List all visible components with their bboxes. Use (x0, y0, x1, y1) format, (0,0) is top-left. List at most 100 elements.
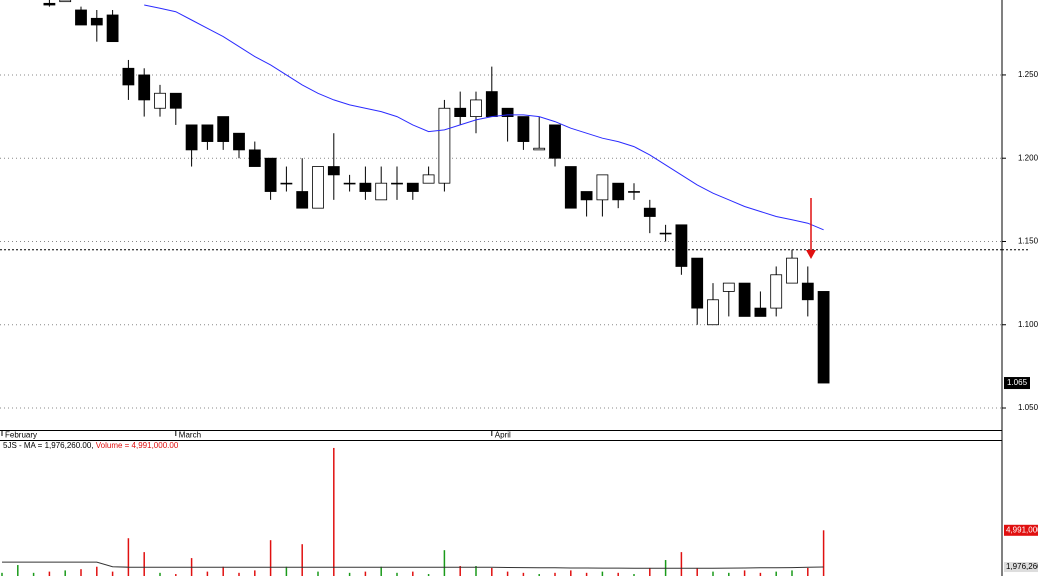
volume-bar (585, 572, 588, 576)
y-tick-label: 1.200 (1018, 153, 1038, 162)
candle-body (738, 282, 751, 317)
candle-body (343, 182, 356, 185)
candle-body (612, 182, 625, 201)
volume-bar (127, 538, 130, 576)
volume-bar (238, 572, 240, 576)
last-price-label: 1.065 (1007, 378, 1028, 387)
y-tick-label: 1.250 (1018, 70, 1038, 79)
candle-body (296, 191, 309, 209)
volume-bar (649, 567, 651, 576)
volume-bar (791, 570, 793, 576)
volume-bar (522, 572, 525, 576)
x-tick-label: February (5, 431, 37, 440)
candle-body (470, 99, 482, 117)
volume-bar (96, 566, 98, 576)
candle-body (485, 91, 498, 117)
volume-bar (759, 572, 762, 576)
volume-bar (17, 565, 19, 576)
signal-arrow-head (806, 250, 816, 259)
volume-bar (269, 540, 272, 576)
volume-bar (285, 566, 288, 576)
candle-body (659, 232, 672, 235)
candle-body (628, 191, 640, 193)
volume-bar (206, 571, 209, 576)
candle-body (201, 124, 214, 142)
y-tick-label: 1.050 (1018, 403, 1038, 412)
volume-bar (427, 574, 430, 576)
candle-body (233, 132, 245, 151)
candle-body (533, 147, 546, 151)
volume-bar (80, 569, 82, 576)
x-tick-label: April (495, 431, 511, 440)
candle-body (754, 307, 767, 317)
volume-bar (159, 572, 161, 576)
candle-body (375, 182, 388, 201)
volume-bar (601, 571, 604, 576)
volume-bar (617, 572, 619, 576)
candle-body (801, 282, 814, 301)
volume-bar (143, 552, 145, 576)
last-ma-tag (1004, 562, 1038, 573)
candle-body (406, 182, 419, 192)
last-price-tag (1004, 377, 1030, 390)
volume-bar (775, 571, 777, 576)
candle-body (817, 291, 830, 384)
volume-bar (475, 566, 477, 576)
legend-volume: Volume = 4,991,000.00 (96, 441, 179, 450)
axes: 1.050 1.100 1.150 1.200 1.250 February March Ap… (1, 70, 1038, 573)
candle-body (501, 107, 514, 117)
volume-bar (728, 572, 730, 576)
volume-bar (333, 447, 335, 576)
candle-body (422, 174, 435, 184)
volume-bar (459, 566, 461, 576)
volume-bar (1, 572, 3, 576)
volume-bar (491, 567, 493, 576)
volume-bar (48, 571, 51, 576)
candle-body (59, 0, 72, 3)
volume-bar (32, 572, 35, 576)
candle-body (359, 182, 372, 192)
volume-bar (364, 571, 367, 576)
candle-body (722, 282, 735, 292)
candle-body (707, 299, 719, 326)
volume-bar (680, 552, 683, 576)
moving-average (144, 4, 824, 231)
volume-bar (380, 566, 382, 576)
last-ma-label: 1,976,260 (1006, 562, 1038, 571)
candle-body (327, 166, 340, 176)
candle-body (185, 124, 198, 151)
candle-body (438, 107, 451, 184)
candle-body (675, 224, 688, 267)
volume-bar (822, 530, 825, 576)
candle-body (691, 257, 704, 309)
candle-body (280, 182, 293, 185)
volume-bar (570, 570, 572, 576)
last-volume-label: 4,991,000 (1006, 525, 1038, 534)
volume-bar (301, 544, 303, 576)
candle-body (138, 74, 151, 101)
candle-body (770, 274, 783, 309)
candle-body (391, 182, 403, 185)
candle-body (549, 124, 561, 159)
candle-body (564, 166, 577, 209)
candle-body (154, 92, 166, 109)
volume-bar (554, 572, 556, 576)
candle-body (75, 9, 87, 26)
volume-ma (2, 561, 824, 569)
volume-bar (348, 572, 351, 576)
candle-body (106, 14, 119, 43)
y-tick-label: 1.150 (1018, 237, 1038, 246)
volume-bar (712, 571, 714, 576)
volume-bar (175, 574, 177, 576)
candle-body (580, 191, 593, 201)
price-panel (0, 0, 1002, 409)
volume-bar (254, 570, 256, 576)
x-tick-label: March (179, 431, 201, 440)
volume-bar (696, 567, 698, 576)
volume-bar (64, 570, 66, 576)
candle-body (122, 67, 135, 86)
candle-body (217, 116, 230, 142)
volume-bar (538, 574, 540, 576)
volume-bar (443, 550, 446, 576)
